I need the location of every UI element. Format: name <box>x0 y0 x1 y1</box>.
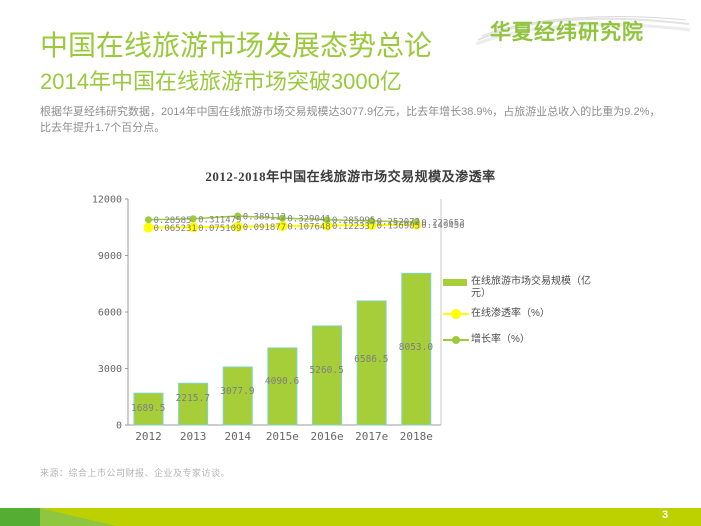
logo-swoosh-icon <box>476 16 691 46</box>
growth-data-label: 0.329041 <box>287 215 330 225</box>
legend-item-penetration: 在线渗透率（%） <box>443 308 603 320</box>
bar-value-label: 1689.5 <box>131 403 165 414</box>
growth-data-label: 0.389112 <box>243 212 286 222</box>
logo-text: 华夏经纬研究院 <box>490 21 644 44</box>
bar-2012 <box>133 392 164 426</box>
bar-2014 <box>222 366 253 426</box>
bar-value-label: 2215.7 <box>176 393 210 404</box>
growth-data-label: 0.252072 <box>377 217 420 227</box>
legend-green-line-swatch-icon <box>443 334 469 346</box>
page-title: 中国在线旅游市场发展态势总论 <box>40 30 433 61</box>
penetration-marker <box>232 221 243 232</box>
chart-canvas: 0 3000 6000 9000 12000 1689.5 2215.7 3077.9 4090… <box>92 195 465 444</box>
x-axis-label: 2014 <box>225 430 252 443</box>
y-axis-label: 6000 <box>98 308 122 319</box>
growth-data-label: 0.222653 <box>421 218 464 228</box>
bar-2013 <box>178 382 209 426</box>
bar-2016e <box>312 325 343 426</box>
legend-label: 在线渗透率（%） <box>471 308 550 319</box>
y-axis-label: 3000 <box>98 364 122 375</box>
source-note: 来源：综合上市公司财报、企业及专家访谈。 <box>40 468 231 478</box>
penetration-data-label: 0.149456 <box>421 221 464 231</box>
x-axis-label: 2012 <box>135 430 162 443</box>
growth-data-label: 0.285995 <box>332 216 375 226</box>
bar-2017e <box>356 300 387 426</box>
growth-data-label: 0.311479 <box>198 215 241 225</box>
penetration-data-label: 0.136905 <box>377 222 420 232</box>
penetration-marker <box>322 220 333 231</box>
bar-value-label: 6586.5 <box>354 354 388 365</box>
growth-marker <box>323 216 331 224</box>
x-axis-label: 2013 <box>180 430 207 443</box>
bar-value-label: 5260.5 <box>310 365 344 376</box>
penetration-data-label: 0.091877 <box>243 223 286 233</box>
footer-bar <box>0 508 701 526</box>
logo: 华夏经纬研究院 <box>476 8 691 50</box>
bar-value-label: 4090.6 <box>265 376 300 387</box>
penetration-data-label: 0.122337 <box>332 222 375 232</box>
x-axis-label: 2015e <box>266 430 299 443</box>
legend-item-growth-rate: 增长率（%） <box>443 334 603 346</box>
x-axis-label: 2018e <box>400 430 433 443</box>
y-axis-label: 9000 <box>98 251 122 262</box>
legend-item-transaction-volume: 在线旅游市场交易规模（亿元） <box>443 276 603 300</box>
chart-legend: 在线旅游市场交易规模（亿元） 在线渗透率（%） 增长率（%） <box>443 276 603 346</box>
page-subtitle: 2014年中国在线旅游市场突破3000亿 <box>40 69 402 94</box>
legend-bar-swatch-icon <box>443 276 469 288</box>
growth-marker <box>412 218 420 226</box>
bar-2015e <box>267 347 298 426</box>
chart-title: 2012-2018年中国在线旅游市场交易规模及渗透率 <box>205 169 496 184</box>
growth-marker <box>234 212 242 220</box>
penetration-data-label: 0.107648 <box>287 223 330 233</box>
bar-value-label: 3077.9 <box>220 386 255 397</box>
x-axis-label: 2016e <box>310 430 343 443</box>
y-axis-label: 12000 <box>92 195 122 206</box>
growth-data-label: 0.28585 <box>154 216 192 226</box>
y-axis-label: 0 <box>116 421 122 432</box>
bar-value-label: 8053.0 <box>399 342 434 353</box>
penetration-marker <box>188 222 199 233</box>
page-number: 3 <box>661 509 669 521</box>
penetration-marker <box>277 221 288 232</box>
penetration-data-label: 0.075109 <box>198 224 241 234</box>
penetration-marker <box>143 222 154 233</box>
legend-label: 在线旅游市场交易规模（亿元） <box>471 276 591 299</box>
growth-marker <box>189 215 197 223</box>
growth-marker <box>278 214 286 222</box>
bar-2018e <box>401 272 432 426</box>
penetration-data-label: 0.065231 <box>154 224 197 234</box>
footer-green-block <box>0 508 40 526</box>
legend-yellow-line-swatch-icon <box>443 308 469 320</box>
growth-marker <box>368 217 376 225</box>
growth-marker <box>145 216 152 224</box>
x-axis-label: 2017e <box>355 430 388 443</box>
footer-wedge <box>40 508 116 526</box>
legend-label: 增长率（%） <box>471 334 530 345</box>
intro-paragraph: 根据华夏经纬研究数据，2014年中国在线旅游市场交易规模达3077.9亿元，比去… <box>40 106 661 134</box>
